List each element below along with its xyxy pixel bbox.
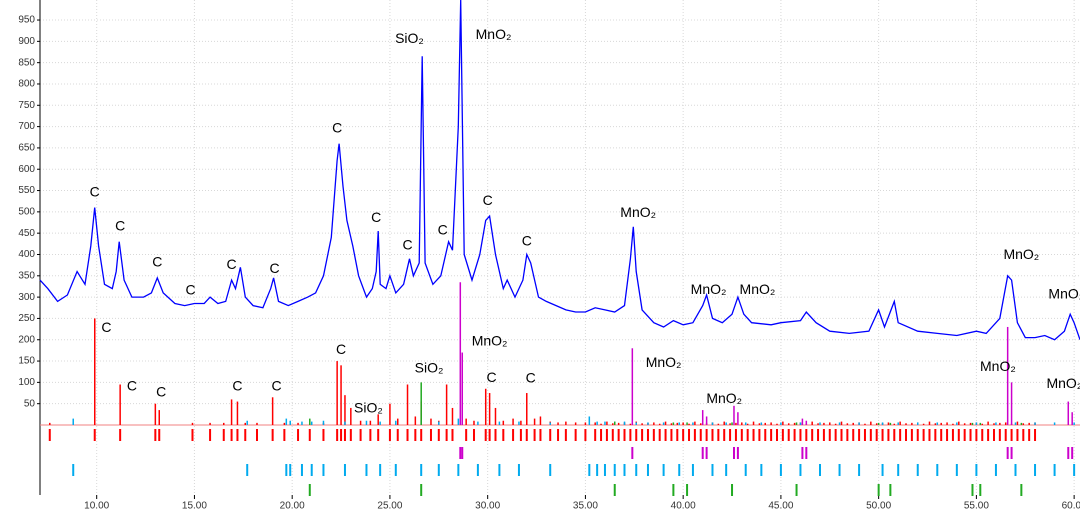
annotation: C (185, 281, 195, 297)
annotation: C (483, 192, 493, 208)
annotation: SiO₂ (354, 400, 383, 416)
annotation: C (227, 256, 237, 272)
annotation: C (101, 319, 111, 335)
x-tick-label: 30.00 (475, 501, 500, 512)
annotation: SiO₂ (415, 359, 444, 375)
y-tick-label: 950 (18, 15, 35, 26)
annotation: SiO₂ (395, 30, 424, 46)
annotation: C (156, 384, 166, 400)
x-tick-label: 45.00 (768, 501, 793, 512)
y-tick-label: 200 (18, 334, 35, 345)
y-tick-label: 500 (18, 207, 35, 218)
annotation: MnO₂ (646, 354, 682, 370)
x-tick-label: 50.00 (866, 501, 891, 512)
y-tick-label: 850 (18, 57, 35, 68)
annotation: MnO₂ (706, 390, 742, 406)
x-tick-label: 10.00 (84, 501, 109, 512)
annotation: C (332, 119, 342, 135)
annotation: C (115, 217, 125, 233)
y-tick-label: 550 (18, 185, 35, 196)
annotation: C (336, 341, 346, 357)
annotation: C (522, 232, 532, 248)
annotation: MnO₂ (476, 26, 512, 42)
y-tick-label: 400 (18, 249, 35, 260)
annotation: C (271, 377, 281, 393)
y-tick-label: 100 (18, 377, 35, 388)
y-tick-label: 900 (18, 36, 35, 47)
annotation: C (371, 209, 381, 225)
annotation: MnO₂ (691, 281, 727, 297)
y-tick-label: 700 (18, 121, 35, 132)
annotation: MnO₂ (740, 281, 776, 297)
y-tick-label: 50 (24, 398, 36, 409)
y-tick-label: 250 (18, 313, 35, 324)
annotation: C (526, 370, 536, 386)
y-tick-label: 800 (18, 79, 35, 90)
x-tick-label: 40.00 (671, 501, 696, 512)
annotation: MnO₂ (620, 204, 656, 220)
y-tick-label: 300 (18, 292, 35, 303)
x-tick-label: 35.00 (573, 501, 598, 512)
y-tick-label: 150 (18, 356, 35, 367)
y-tick-label: 450 (18, 228, 35, 239)
x-tick-label: 20.00 (280, 501, 305, 512)
annotation: MnO₂ (1003, 246, 1039, 262)
annotation: C (487, 369, 497, 385)
y-tick-label: 600 (18, 164, 35, 175)
annotation: MnO₂ (472, 333, 508, 349)
annotation: MnO₂ (1046, 375, 1080, 391)
annotation: C (438, 222, 448, 238)
annotation: C (402, 237, 412, 253)
annotation: MnO₂ (980, 358, 1016, 374)
annotation: C (90, 183, 100, 199)
x-tick-label: 25.00 (377, 501, 402, 512)
x-tick-label: 55.00 (964, 501, 989, 512)
annotation: C (232, 377, 242, 393)
y-tick-label: 650 (18, 143, 35, 154)
pattern-line (39, 0, 1080, 341)
x-tick-label: 60.00 (1062, 501, 1080, 512)
y-tick-label: 350 (18, 270, 35, 281)
y-tick-label: 750 (18, 100, 35, 111)
x-tick-label: 15.00 (182, 501, 207, 512)
annotation: C (152, 254, 162, 270)
annotation: C (127, 377, 137, 393)
annotation: C (270, 260, 280, 276)
annotation: MnO₂ (1048, 286, 1080, 302)
